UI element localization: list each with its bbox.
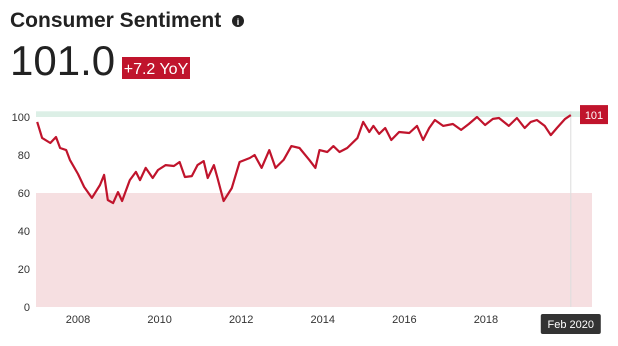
headline-value: 101.0 — [10, 37, 115, 84]
zone-band — [36, 193, 592, 307]
y-tick-label: 100 — [12, 112, 30, 124]
svg-text:i: i — [237, 17, 240, 27]
x-tick-label: 2014 — [311, 314, 335, 326]
y-tick-label: 40 — [18, 226, 30, 238]
change-badge — [122, 57, 190, 79]
y-tick-label: 20 — [18, 264, 30, 276]
x-tick-label: 2008 — [66, 314, 90, 326]
title: Consumer Sentiment — [10, 9, 221, 32]
line-series — [36, 114, 572, 205]
info-icon[interactable]: i — [232, 15, 244, 27]
x-tick-label: 2012 — [229, 314, 253, 326]
change-text: +7.2 YoY — [124, 61, 189, 78]
tooltip-text: Feb 2020 — [548, 319, 594, 331]
tooltip-box — [540, 314, 601, 334]
end-label: 101 — [585, 110, 603, 122]
y-tick-label: 0 — [24, 302, 30, 314]
x-tick-label: 2010 — [147, 314, 171, 326]
x-tick-label: 2018 — [474, 314, 498, 326]
y-tick-label: 60 — [18, 188, 30, 200]
end-badge — [580, 105, 608, 125]
zone-band — [36, 111, 592, 117]
y-tick-label: 80 — [18, 150, 30, 162]
x-tick-label: 2016 — [392, 314, 416, 326]
